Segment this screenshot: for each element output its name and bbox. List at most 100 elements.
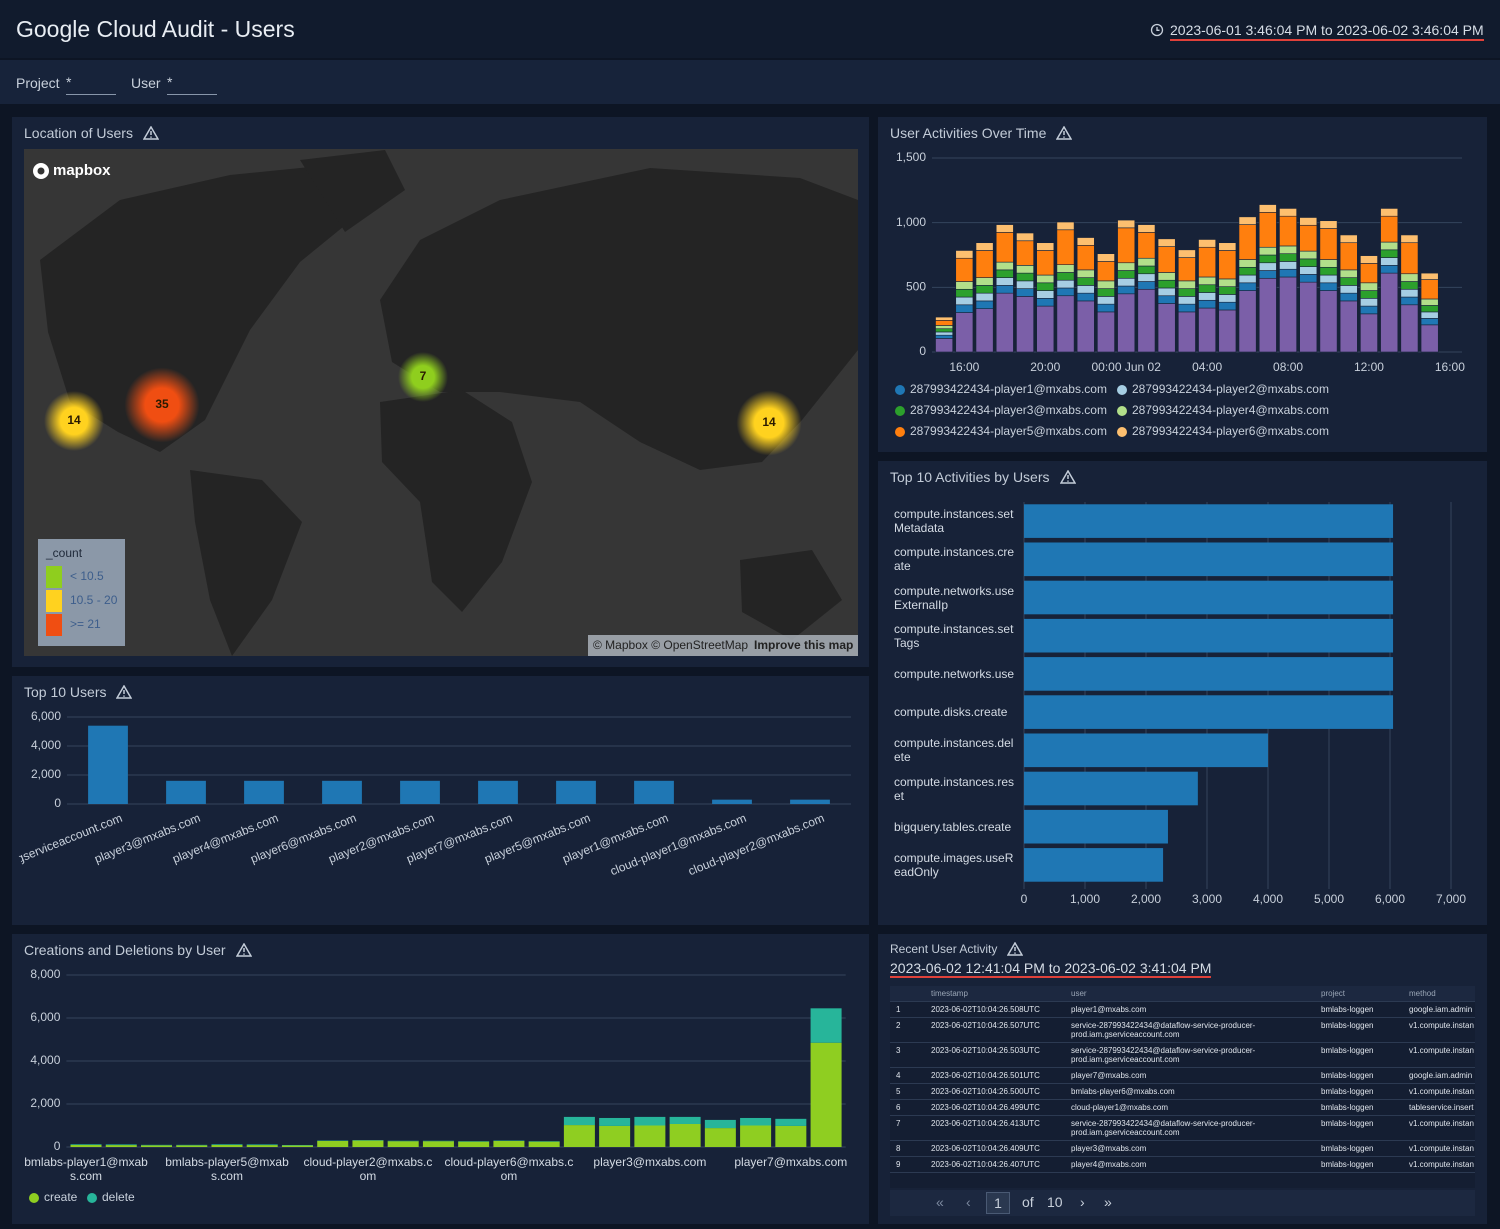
bar-segment xyxy=(1177,303,1196,313)
header-cell[interactable]: project xyxy=(1315,986,1403,1002)
bar-segment xyxy=(1420,272,1439,280)
bar-segment xyxy=(599,1117,631,1126)
filter-input[interactable]: * xyxy=(167,74,217,95)
bar-segment xyxy=(1360,282,1378,291)
bar-segment xyxy=(810,1042,842,1147)
table-cell: 2023-06-02T10:04:26.508UTC xyxy=(925,1001,1065,1018)
table-cell: 2023-06-02T10:04:26.499UTC xyxy=(925,1099,1065,1116)
bar-segment xyxy=(599,1125,631,1147)
header-cell[interactable]: timestamp xyxy=(925,986,1065,1002)
x-tick-label: bmlabs-player1@mxabs.com xyxy=(24,1155,148,1183)
first-page-button[interactable]: « xyxy=(936,1194,944,1210)
y-tick-label: 2,000 xyxy=(31,767,61,781)
y-tick-label: 500 xyxy=(906,280,926,294)
bar-segment xyxy=(1177,311,1196,353)
bar-segment xyxy=(1198,239,1217,248)
table-row[interactable]: 1 2023-06-02T10:04:26.508UTC player1@mxabs… xyxy=(890,1001,1475,1018)
table-cell: cloud-player1@mxabs.com xyxy=(1065,1099,1315,1116)
bar-segment xyxy=(935,325,954,330)
y-tick-label: 4,000 xyxy=(31,738,61,752)
y-tick-label: 8,000 xyxy=(30,967,60,981)
time-range[interactable]: 2023-06-01 3:46:04 PM to 2023-06-02 3:46… xyxy=(1170,22,1484,41)
next-page-button[interactable]: › xyxy=(1080,1194,1085,1210)
table-row[interactable]: 5 2023-06-02T10:04:26.500UTC bmlabs-player… xyxy=(890,1083,1475,1100)
bar-segment xyxy=(1056,272,1075,281)
bar-segment xyxy=(975,308,994,353)
cluster-count: 35 xyxy=(155,397,169,411)
bar-segment xyxy=(70,1144,102,1145)
header-cell[interactable]: user xyxy=(1065,986,1315,1002)
bar-segment xyxy=(1319,274,1338,284)
page-input[interactable]: 1 xyxy=(986,1192,1010,1214)
bar-segment xyxy=(1420,305,1439,313)
bar-segment xyxy=(1036,282,1055,291)
table-row[interactable]: 8 2023-06-02T10:04:26.409UTC player3@mxabs… xyxy=(890,1140,1475,1157)
bar-segment xyxy=(995,277,1014,286)
bar-segment xyxy=(422,1141,454,1147)
clock-icon xyxy=(1150,23,1164,37)
header-cell[interactable]: method xyxy=(1403,986,1475,1002)
improve-map-link[interactable]: Improve this map xyxy=(754,638,853,652)
legend-label: < 10.5 xyxy=(70,569,104,583)
bar-segment xyxy=(105,1144,137,1146)
bar-segment xyxy=(1339,300,1358,353)
bar-segment xyxy=(975,285,994,294)
bar-segment xyxy=(1157,238,1176,247)
table-row[interactable]: 7 2023-06-02T10:04:26.413UTC service-28799… xyxy=(890,1115,1475,1141)
legend-label: 287993422434-player3@mxabs.com xyxy=(910,403,1107,417)
bar-segment xyxy=(1299,281,1318,353)
map[interactable]: 14 35 7 14 mapbox _count © Mapbox © OpenStr… xyxy=(24,149,858,656)
bar-segment xyxy=(955,312,974,353)
table-time-range[interactable]: 2023-06-02 12:41:04 PM to 2023-06-02 3:4… xyxy=(890,960,1212,978)
table-row[interactable]: 6 2023-06-02T10:04:26.499UTC cloud-player1… xyxy=(890,1099,1475,1116)
bar-segment xyxy=(1056,229,1075,265)
bar-segment xyxy=(1420,324,1439,353)
bar-segment xyxy=(1177,249,1196,258)
filter-label: Project xyxy=(16,75,60,91)
table-row[interactable]: 9 2023-06-02T10:04:26.407UTC player4@mxabs… xyxy=(890,1156,1475,1173)
warning-icon xyxy=(1007,942,1024,956)
panel-title: Top 10 Users xyxy=(24,684,107,700)
bar-segment xyxy=(1400,242,1419,275)
bar xyxy=(1024,771,1198,806)
table-cell: bmlabs-loggen xyxy=(1315,1042,1403,1068)
filter-input[interactable]: * xyxy=(66,74,116,95)
cluster xyxy=(736,390,802,456)
x-tick-label: service-287993422434@dataflow-...r-prod.… xyxy=(0,811,124,960)
table-header: timestamp user project method xyxy=(890,986,1475,1002)
bar-segment xyxy=(1258,212,1277,248)
bar-segment xyxy=(1097,303,1115,313)
bar-segment xyxy=(1198,276,1217,286)
table-row[interactable]: 4 2023-06-02T10:04:26.501UTC player7@mxabs… xyxy=(890,1067,1475,1084)
table-container: timestamp user project method 1 2023-06-02T1… xyxy=(890,986,1475,1188)
bar-segment xyxy=(1016,288,1034,297)
y-tick-label: compute.images.useReadOnly xyxy=(894,850,1014,879)
bar xyxy=(1024,657,1394,691)
bar-segment xyxy=(1238,274,1257,284)
bar-segment xyxy=(1177,288,1196,297)
table-row[interactable]: 3 2023-06-02T10:04:26.503UTC service-28799… xyxy=(890,1042,1475,1068)
legend-label: 287993422434-player6@mxabs.com xyxy=(1132,424,1329,438)
last-page-button[interactable]: » xyxy=(1104,1194,1112,1210)
bar-segment xyxy=(704,1128,736,1147)
bar-segment xyxy=(1339,277,1358,286)
table-cell: 2023-06-02T10:04:26.507UTC xyxy=(925,1017,1065,1043)
table-cell: 5 xyxy=(890,1083,925,1100)
y-tick-label: 0 xyxy=(919,344,926,358)
table-row[interactable]: 2 2023-06-02T10:04:26.507UTC service-28799… xyxy=(890,1017,1475,1043)
bar-segment xyxy=(1238,259,1257,268)
table-cell: service-287993422434@dataflow-service-pr… xyxy=(1065,1017,1315,1043)
bar-segment xyxy=(1157,295,1176,304)
page-count: 10 xyxy=(1047,1194,1063,1210)
table-cell: bmlabs-loggen xyxy=(1315,1140,1403,1157)
bar-segment xyxy=(1380,208,1399,217)
bar-segment xyxy=(995,261,1014,271)
x-tick-label: cloud-player2@mxabs.com xyxy=(303,1155,433,1183)
bar-segment xyxy=(1016,240,1034,266)
bar-segment xyxy=(1339,242,1358,271)
bar xyxy=(1024,504,1394,538)
table-cell: google.iam.admin xyxy=(1403,1067,1475,1084)
prev-page-button[interactable]: ‹ xyxy=(966,1194,971,1210)
bar-segment xyxy=(1137,273,1156,282)
bar xyxy=(1024,809,1168,844)
